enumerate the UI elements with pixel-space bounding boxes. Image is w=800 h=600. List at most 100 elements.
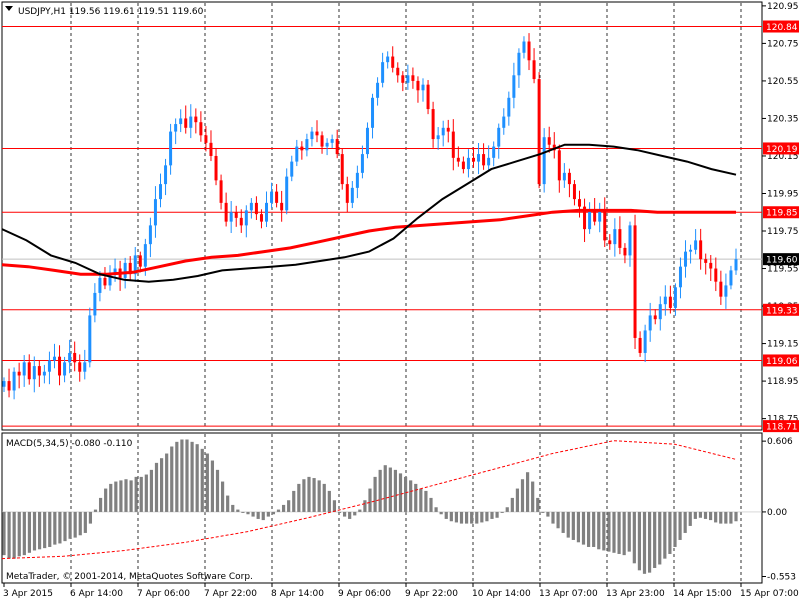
candle-body [169,131,173,166]
candle-body [451,131,455,158]
x-tick-label: 9 Apr 22:00 [405,589,458,599]
candle-body [27,362,31,380]
histogram-bar [43,511,47,549]
candle-body [360,154,364,173]
candle-body [199,122,203,136]
candle-body [310,131,314,140]
candle-body [63,362,67,376]
histogram-bar [32,511,37,551]
macd-axis: 0.606 0.00 -0.553 [762,437,796,583]
histogram-bar [622,511,626,556]
candle-body [547,137,551,145]
x-tick-label: 14 Apr 15:00 [673,589,732,599]
candle-body [492,146,496,158]
candle-body [517,52,521,76]
histogram-bar [312,478,316,512]
histogram-bar [403,476,408,512]
candle-body [572,184,576,200]
y-tick-label: 118.95 [767,377,799,387]
histogram-bar [170,446,174,512]
histogram-bar [693,511,697,519]
histogram-bar [200,448,204,512]
current-price-label: 119.60 [766,256,798,266]
candle-body [93,292,97,316]
candle-body [689,249,693,252]
histogram-bar [37,511,42,550]
y-tick-label: 120.15 [767,152,799,162]
histogram-bar [353,511,357,516]
histogram-bar [363,500,367,512]
y-tick-label: 119.15 [767,340,799,350]
histogram-bar [627,511,631,552]
x-tick-label: 13 Apr 23:00 [606,589,665,599]
histogram-bar [190,441,194,512]
candle-body [668,296,672,308]
histogram-bar [658,511,662,565]
histogram-bar [688,511,692,526]
histogram-bar [12,511,16,559]
histogram-bar [220,481,225,512]
histogram-bar [7,511,11,559]
histogram-bar [342,511,347,517]
histogram-bar [53,511,57,545]
candle-body [386,56,390,63]
candle-body [704,259,708,263]
candle-body [325,142,329,147]
candle-body [507,97,511,117]
candle-body [68,352,72,363]
x-tick-label: 7 Apr 22:00 [204,589,257,599]
histogram-bar [480,511,484,523]
histogram-bar [500,511,504,513]
histogram-bar [561,511,565,533]
histogram-bar [429,497,433,512]
candle-body [477,154,481,162]
candle-body [138,255,142,267]
copyright-text: MetaTrader, © 2001-2014, MetaQuotes Soft… [6,572,253,582]
candle-body [502,116,506,128]
x-tick-label: 7 Apr 06:00 [137,589,190,599]
candle-body [22,362,26,376]
candle-body [123,262,127,278]
histogram-bar [495,511,499,518]
histogram-bar [17,511,21,557]
histogram-bar [724,511,728,524]
histogram-bar [119,480,123,512]
histogram-bar [231,504,235,512]
candle-body [98,277,102,293]
level-label: 120.84 [766,23,798,33]
histogram-bar [241,511,245,513]
histogram-bar [114,481,118,512]
candle-body [275,191,279,203]
histogram-bar [409,480,413,512]
histogram-bar [541,511,545,513]
candle-body [365,127,369,155]
candle-body [396,67,400,76]
triangle-down-icon[interactable] [5,6,13,11]
histogram-bar [419,488,423,512]
candle-body [588,210,592,230]
y-tick-label: 119.95 [767,189,799,199]
histogram-bar [647,511,652,573]
histogram-bar [27,511,32,553]
histogram-bar [434,507,438,512]
histogram-bar [124,479,128,512]
histogram-bar [388,467,392,512]
histogram-bar [703,511,708,519]
candle-body [164,165,168,185]
level-badge [763,20,799,33]
histogram-bar [281,504,286,512]
candle-body [532,60,536,80]
histogram-bar [88,511,93,524]
histogram-bar [215,469,220,512]
histogram-bar [490,511,494,519]
candle-body [270,191,274,203]
candle-body [355,172,359,188]
candle-body [461,161,465,170]
candle-body [578,199,582,207]
candle-body [290,161,294,177]
y-tick-label: 119.75 [767,227,799,237]
candle-body [446,127,450,132]
histogram-bar [307,476,311,512]
candle-body [113,268,117,275]
histogram-bar [139,476,143,512]
